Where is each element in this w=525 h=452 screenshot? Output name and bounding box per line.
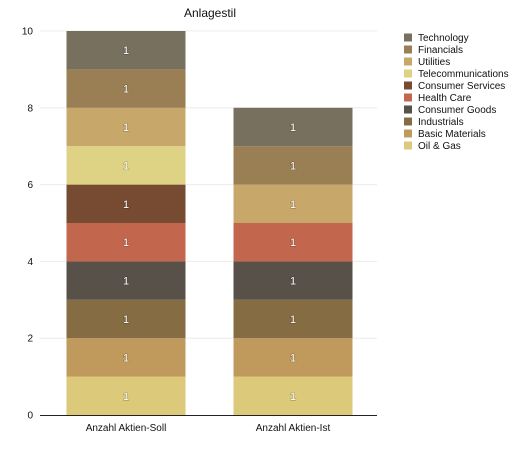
bar-segment bbox=[233, 376, 353, 415]
legend-label: Telecommunications bbox=[418, 69, 509, 80]
bar-segment bbox=[233, 184, 353, 223]
legend-swatch bbox=[404, 93, 412, 102]
data-label: 1 bbox=[290, 122, 296, 134]
legend-label: Basic Materials bbox=[418, 129, 486, 140]
legend-label: Utilities bbox=[418, 57, 450, 68]
data-label: 1 bbox=[290, 314, 296, 326]
bar-segment bbox=[66, 299, 186, 339]
bar-segment bbox=[233, 146, 353, 185]
y-tick-label: 6 bbox=[27, 180, 33, 191]
data-label: 1 bbox=[290, 237, 296, 249]
data-label: 1 bbox=[290, 160, 296, 172]
y-axis: 0 2 4 6 8 10 bbox=[22, 27, 34, 422]
data-label: 1 bbox=[123, 122, 129, 134]
legend-label: Technology bbox=[418, 33, 469, 44]
x-axis: Anzahl Aktien-Soll Anzahl Aktien-Ist bbox=[40, 415, 377, 434]
data-label: 1 bbox=[123, 160, 129, 172]
data-label: 1 bbox=[123, 84, 129, 96]
data-label: 1 bbox=[123, 45, 129, 57]
bar-segment bbox=[233, 107, 353, 147]
legend-swatch bbox=[404, 45, 412, 54]
bar-segment bbox=[233, 223, 353, 262]
bar-segment bbox=[233, 261, 353, 300]
legend-label: Oil & Gas bbox=[418, 141, 461, 152]
legend-swatch bbox=[404, 69, 412, 78]
y-tick-label: 10 bbox=[22, 27, 34, 38]
data-label: 1 bbox=[290, 391, 296, 403]
legend-label: Industrials bbox=[418, 117, 464, 128]
bar-segment bbox=[66, 69, 186, 108]
bar-segment bbox=[66, 223, 186, 262]
bar-segment bbox=[66, 107, 186, 147]
chart-title: Anlagestil bbox=[184, 6, 236, 20]
data-label: 1 bbox=[123, 237, 129, 249]
legend-swatch bbox=[404, 141, 412, 150]
bar-segment bbox=[66, 31, 186, 70]
bar-segment bbox=[233, 338, 353, 377]
x-tick-label: Anzahl Aktien-Soll bbox=[86, 423, 167, 434]
legend-label: Financials bbox=[418, 45, 463, 56]
data-label: 1 bbox=[290, 352, 296, 364]
legend-label: Consumer Goods bbox=[418, 105, 496, 116]
bar-segment bbox=[66, 146, 186, 185]
legend-swatch bbox=[404, 33, 412, 42]
data-label: 1 bbox=[123, 391, 129, 403]
data-label: 1 bbox=[123, 352, 129, 364]
y-tick-label: 0 bbox=[27, 411, 33, 422]
bar-segment bbox=[66, 338, 186, 377]
data-label: 1 bbox=[123, 276, 129, 288]
data-label: 1 bbox=[290, 199, 296, 211]
legend-swatch bbox=[404, 117, 412, 126]
y-tick-label: 4 bbox=[27, 257, 33, 268]
legend-swatch bbox=[404, 129, 412, 138]
bars: 1 1 1 1 1 1 1 1 1 1 1 1 1 1 1 1 1 1 bbox=[66, 31, 353, 415]
y-tick-label: 2 bbox=[27, 334, 33, 345]
bar-segment bbox=[66, 184, 186, 223]
data-label: 1 bbox=[123, 314, 129, 326]
legend-swatch bbox=[404, 57, 412, 66]
legend: TechnologyFinancialsUtilitiesTelecommuni… bbox=[404, 33, 509, 152]
bar-segment bbox=[66, 261, 186, 300]
x-tick-label: Anzahl Aktien-Ist bbox=[256, 423, 331, 434]
legend-swatch bbox=[404, 81, 412, 90]
data-label: 1 bbox=[290, 276, 296, 288]
legend-swatch bbox=[404, 105, 412, 114]
bar-segment bbox=[233, 299, 353, 339]
legend-label: Health Care bbox=[418, 93, 472, 104]
y-tick-label: 8 bbox=[27, 103, 33, 114]
bar-segment bbox=[66, 376, 186, 415]
legend-label: Consumer Services bbox=[418, 81, 505, 92]
data-label: 1 bbox=[123, 199, 129, 211]
